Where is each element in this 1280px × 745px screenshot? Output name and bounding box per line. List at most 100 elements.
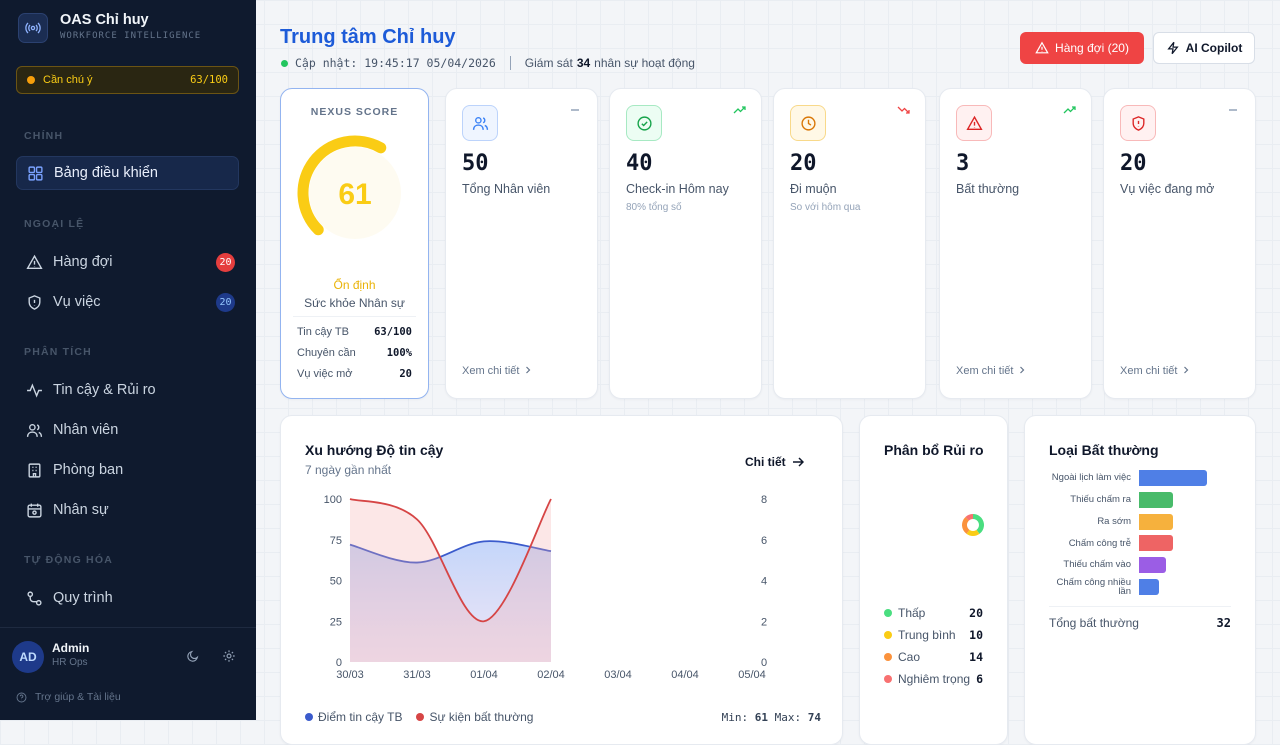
nav-item[interactable]: Bảng điều khiển — [16, 156, 239, 190]
nav-item[interactable]: Nhân sự — [16, 493, 239, 527]
chevron — [1018, 365, 1026, 377]
bar-label: Ngoài lịch làm việc — [1051, 472, 1131, 484]
queue-button[interactable]: Hàng đợi (20) — [1020, 32, 1144, 64]
kpi-card: 50 Tổng Nhân viên Xem chi tiết — [445, 88, 598, 399]
bar-label: Chấm công trễ — [1068, 537, 1131, 549]
icon-part — [1184, 366, 1189, 374]
icon-part — [223, 650, 235, 662]
icon-part — [1020, 366, 1025, 374]
nav-badge: 20 — [216, 292, 235, 312]
icon-part — [733, 106, 746, 114]
kpi-trend — [1227, 103, 1241, 122]
kpi-sub: 80% tổng số — [626, 202, 682, 213]
nav-item[interactable]: Quy trình — [16, 581, 239, 615]
icon-part — [28, 462, 41, 478]
nav-item[interactable]: Hàng đợi 20 — [16, 245, 239, 279]
icon-part — [1167, 41, 1179, 55]
bar — [1139, 579, 1160, 595]
icon-part — [19, 694, 24, 700]
x-tick-label: 04/04 — [671, 669, 699, 681]
icon-part — [26, 254, 43, 269]
kpi-card: 3 Bất thường Xem chi tiết — [939, 88, 1092, 399]
x-tick-label: 02/04 — [537, 669, 565, 681]
icon-part — [26, 423, 43, 437]
nexus-card: NEXUS SCORE 61 Ổn định Sức khỏe Nhân sự … — [280, 88, 429, 399]
total-row: Tổng bất thường 32 — [1049, 616, 1231, 630]
kpi-label: Check-in Hôm nay — [626, 182, 729, 196]
nav-item[interactable]: Vụ việc 20 — [16, 285, 239, 319]
icon-part — [27, 503, 42, 518]
kpi-link[interactable]: Xem chi tiết — [1120, 365, 1190, 377]
kpi-icon — [626, 105, 662, 141]
nexus-row: Vụ việc mở 20 — [297, 368, 412, 380]
legend-item: Điểm tin cậy TB — [305, 710, 402, 724]
kpi-icon — [790, 105, 826, 141]
icon-part — [965, 115, 983, 130]
kpi-card: 20 Đi muộn So với hôm qua — [773, 88, 926, 399]
icon-part — [472, 116, 488, 130]
kpi-icon — [1120, 105, 1156, 141]
icon-part — [27, 503, 42, 518]
nav-item[interactable]: Nhân viên — [16, 413, 239, 447]
copilot-button[interactable]: AI Copilot — [1153, 32, 1255, 64]
legend-label: Cao — [898, 650, 921, 664]
icon-part — [1035, 41, 1049, 54]
series-area — [350, 541, 551, 662]
kpi-trend — [569, 103, 583, 122]
icon-part — [226, 653, 232, 659]
kpi-trend — [733, 103, 747, 122]
row-label: Tin cậy TB — [297, 326, 349, 338]
button-label: Hàng đợi (20) — [1055, 41, 1129, 55]
icon-part — [1063, 106, 1076, 114]
nav-label: Nhân viên — [53, 422, 119, 438]
icon-part — [897, 106, 910, 114]
kpi-value: 40 — [626, 151, 653, 176]
section-title: TỰ ĐỘNG HÓA — [24, 554, 113, 566]
legend-label: Thấp — [898, 606, 926, 620]
chevron — [1182, 365, 1190, 377]
avatar: AD — [12, 641, 44, 673]
settings[interactable] — [222, 649, 236, 663]
chevron — [524, 365, 532, 377]
nav-item[interactable]: Tin cậy & Rủi ro — [16, 373, 239, 407]
bar-label: Thiếu chấm ra — [1070, 494, 1131, 506]
gauge: 61 — [297, 135, 401, 239]
kpi-link[interactable]: Xem chi tiết — [462, 365, 532, 377]
status-pill: Cần chú ý 63/100 — [16, 66, 239, 94]
kpi-link[interactable]: Xem chi tiết — [956, 365, 1026, 377]
kpi-label: Đi muộn — [790, 182, 837, 196]
gauge-score: 61 — [338, 178, 371, 211]
kpi-value: 20 — [790, 151, 817, 176]
help-link[interactable]: Trợ giúp & Tài liệu — [16, 691, 121, 703]
legend-value: 10 — [969, 628, 983, 642]
icon-part — [1063, 106, 1076, 114]
section-title: CHÍNH — [24, 130, 64, 142]
bar — [1139, 557, 1167, 574]
legend-label: Điểm tin cậy TB — [318, 710, 403, 724]
nav-label: Hàng đợi — [53, 254, 113, 270]
nav-item[interactable]: Phòng ban — [16, 453, 239, 487]
icon-part — [26, 423, 43, 437]
icon-part — [27, 382, 42, 398]
brand-title: OAS Chỉ huy — [60, 12, 149, 28]
trend-card: Xu hướng Độ tin cậy 7 ngày gần nhất Chi … — [280, 415, 843, 745]
icon-part — [35, 599, 42, 606]
icon-part — [28, 503, 41, 510]
chart-subtitle: 7 ngày gần nhất — [305, 463, 392, 477]
risk-card: Phân bổ Rủi ro Thấp 20 Trung bình 10 Cao 14 Ng… — [859, 415, 1008, 745]
legend-value: 20 — [969, 606, 983, 620]
divider — [1049, 606, 1231, 607]
row-value: 100% — [386, 347, 412, 359]
icon-part — [28, 462, 41, 478]
theme-toggle[interactable] — [186, 649, 200, 663]
total-value: 32 — [1216, 616, 1231, 630]
legend-swatch — [884, 631, 892, 639]
icon-part — [571, 109, 579, 111]
nexus-row: Chuyên cần 100% — [297, 347, 412, 359]
status-dot — [27, 76, 35, 84]
detail-link[interactable]: Chi tiết — [745, 455, 804, 469]
x-tick-label: 31/03 — [403, 669, 431, 681]
nav-badge: 20 — [216, 252, 235, 272]
pie-slice — [966, 529, 980, 536]
